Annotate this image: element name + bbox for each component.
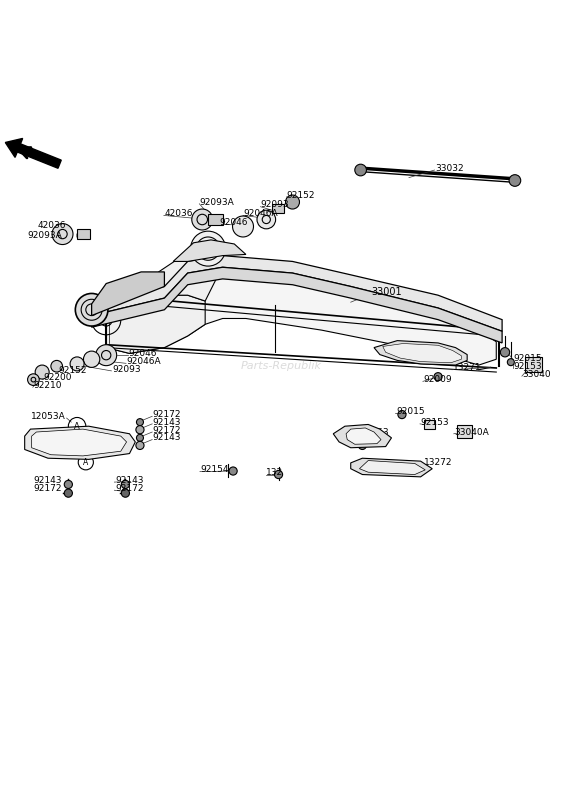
Circle shape [509,174,521,186]
Text: 13271: 13271 [453,363,481,373]
Text: 12053: 12053 [361,427,390,437]
Text: 12053A: 12053A [30,412,66,421]
Text: 92152: 92152 [287,190,315,199]
Circle shape [285,195,300,209]
PathPatch shape [92,272,164,315]
Bar [77,229,90,239]
Circle shape [64,480,73,489]
Text: 92153: 92153 [514,362,542,370]
Circle shape [192,209,213,230]
Text: 92046A: 92046A [126,357,161,366]
Polygon shape [333,425,391,448]
Circle shape [274,470,283,478]
Text: A: A [83,458,88,466]
Text: 92015A: 92015A [346,438,381,446]
Text: 92172: 92172 [115,484,143,493]
Text: 42036: 42036 [164,209,193,218]
Polygon shape [25,426,135,459]
Circle shape [136,418,143,426]
Text: 33032: 33032 [435,164,464,173]
Circle shape [500,347,510,357]
Circle shape [35,365,49,379]
Text: 92153: 92153 [421,418,449,426]
Circle shape [121,489,129,498]
FancyArrow shape [5,138,61,168]
Text: 92093: 92093 [260,201,289,210]
Text: 92143: 92143 [33,476,62,485]
Polygon shape [106,266,496,365]
Bar [272,204,284,213]
Text: 92154: 92154 [201,466,229,474]
Text: 42036: 42036 [37,221,66,230]
Polygon shape [359,461,425,474]
Text: 92143: 92143 [153,418,181,426]
Text: 92046A: 92046A [243,209,278,218]
Circle shape [136,442,144,450]
Text: 92172: 92172 [153,410,181,419]
Text: 92143: 92143 [115,476,143,485]
Text: 92093A: 92093A [27,230,63,240]
Polygon shape [383,343,462,362]
Text: 92015: 92015 [514,354,542,362]
Bar [525,358,542,372]
Polygon shape [159,254,223,301]
Text: 92009: 92009 [424,375,452,384]
PathPatch shape [92,256,502,331]
Circle shape [229,467,237,475]
Text: 92046: 92046 [128,349,157,358]
Bar [208,214,223,226]
Circle shape [51,361,63,372]
Text: Parts-Republik: Parts-Republik [240,362,321,371]
Polygon shape [351,458,432,477]
Polygon shape [346,428,381,444]
Circle shape [64,489,73,498]
Circle shape [358,442,366,450]
Text: 13272: 13272 [424,458,452,467]
Text: 132: 132 [266,468,283,478]
Text: 33040: 33040 [522,370,551,379]
Text: 92200: 92200 [43,374,72,382]
Text: 92046: 92046 [220,218,248,227]
Text: 92210: 92210 [33,381,62,390]
Circle shape [191,231,226,266]
Circle shape [507,358,514,366]
Text: 92015: 92015 [396,407,425,416]
Circle shape [136,434,143,442]
Circle shape [121,480,129,489]
Circle shape [96,345,116,366]
Text: 92172: 92172 [153,426,181,434]
Polygon shape [173,240,246,262]
Text: 92093: 92093 [112,365,140,374]
Circle shape [257,210,276,229]
Circle shape [434,373,442,381]
Polygon shape [106,295,205,354]
Circle shape [52,223,73,245]
Circle shape [136,426,144,434]
Text: 33040A: 33040A [455,427,489,437]
Circle shape [27,374,39,386]
Polygon shape [32,429,126,456]
Circle shape [232,216,253,237]
Circle shape [75,294,108,326]
Text: 92093A: 92093A [199,198,234,206]
Bar [457,425,472,438]
Circle shape [355,164,366,176]
Text: 92172: 92172 [33,484,62,493]
Text: 33001: 33001 [371,287,402,298]
Circle shape [398,410,406,418]
Circle shape [84,351,100,367]
Circle shape [70,357,84,371]
PathPatch shape [92,267,502,343]
Text: 92152: 92152 [58,366,87,375]
Text: A: A [74,422,80,430]
Text: 92143: 92143 [153,434,181,442]
Polygon shape [374,341,467,365]
Bar [424,420,435,429]
